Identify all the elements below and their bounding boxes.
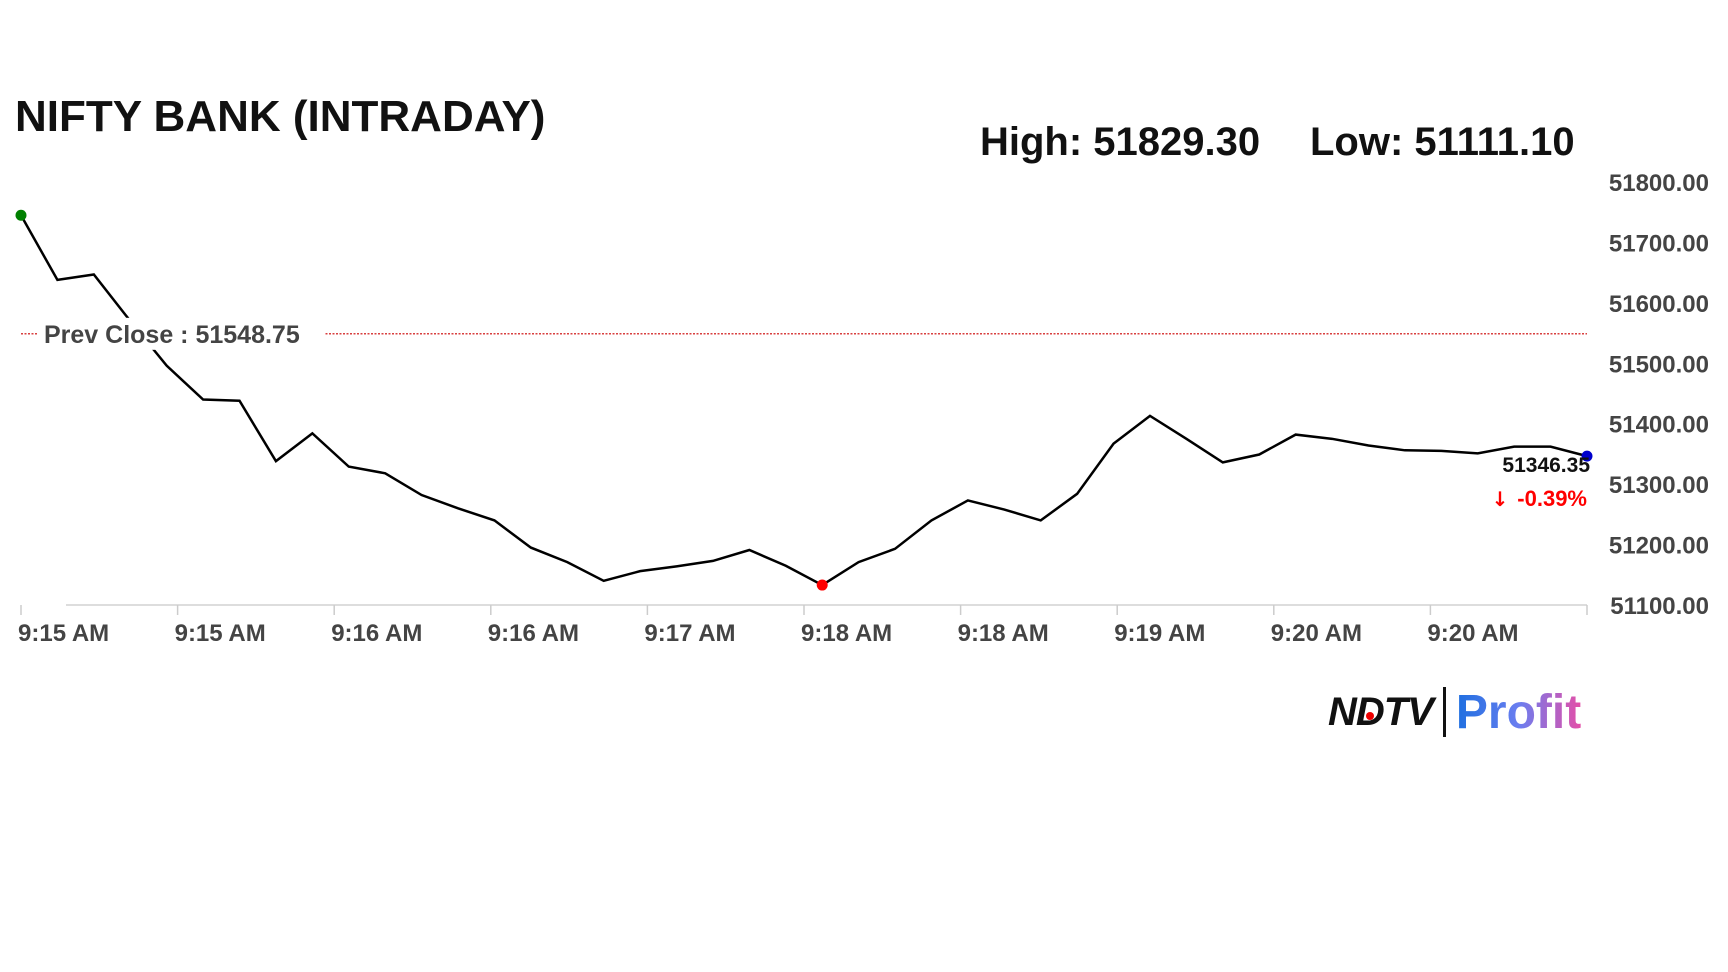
prev-close-label-bg — [38, 317, 324, 350]
y-tick-label: 51700.00 — [1609, 230, 1709, 257]
x-tick-label: 9:19 AM — [1114, 620, 1205, 647]
y-tick-label: 51400.00 — [1609, 412, 1709, 439]
x-tick-label: 9:16 AM — [488, 620, 579, 647]
day-high: High: 51829.30 — [980, 120, 1261, 164]
x-tick-label: 9:18 AM — [958, 620, 1049, 647]
low-marker — [816, 579, 828, 591]
y-tick-label: 51600.00 — [1609, 291, 1709, 318]
logo-brand: NDTV — [1328, 689, 1434, 734]
price-line — [19, 214, 1588, 587]
y-tick-label: 51500.00 — [1609, 351, 1709, 378]
down-arrow-icon: ↓ — [1492, 487, 1509, 511]
ndtv-profit-logo: NDTV Profit — [1328, 685, 1582, 739]
logo-product: Profit — [1455, 685, 1582, 739]
y-tick-label: 51200.00 — [1609, 533, 1709, 560]
x-tick-label: 9:15 AM — [175, 620, 266, 647]
x-tick-label: 9:16 AM — [331, 620, 422, 647]
x-tick-label: 9:20 AM — [1427, 620, 1518, 647]
y-tick-label: 51300.00 — [1609, 472, 1709, 499]
last-price-label: 51346.35 — [1502, 454, 1590, 477]
y-tick-label: 51800.00 — [1609, 170, 1709, 197]
day-low: Low: 51111.10 — [1310, 120, 1575, 164]
logo-divider — [1442, 687, 1446, 737]
chart-title: NIFTY BANK (INTRADAY) — [15, 92, 546, 141]
open-marker — [15, 209, 27, 221]
x-tick-label: 9:18 AM — [801, 620, 892, 647]
x-tick-label: 9:15 AM — [18, 620, 109, 647]
x-tick-label: 9:17 AM — [644, 620, 735, 647]
x-tick-label: 9:20 AM — [1271, 620, 1362, 647]
change-percent-label: -0.39% — [1517, 486, 1587, 511]
prev-close-label: Prev Close : 51548.75 — [44, 321, 300, 349]
last-marker — [1581, 450, 1593, 462]
y-tick-label: 51100.00 — [1610, 593, 1709, 620]
